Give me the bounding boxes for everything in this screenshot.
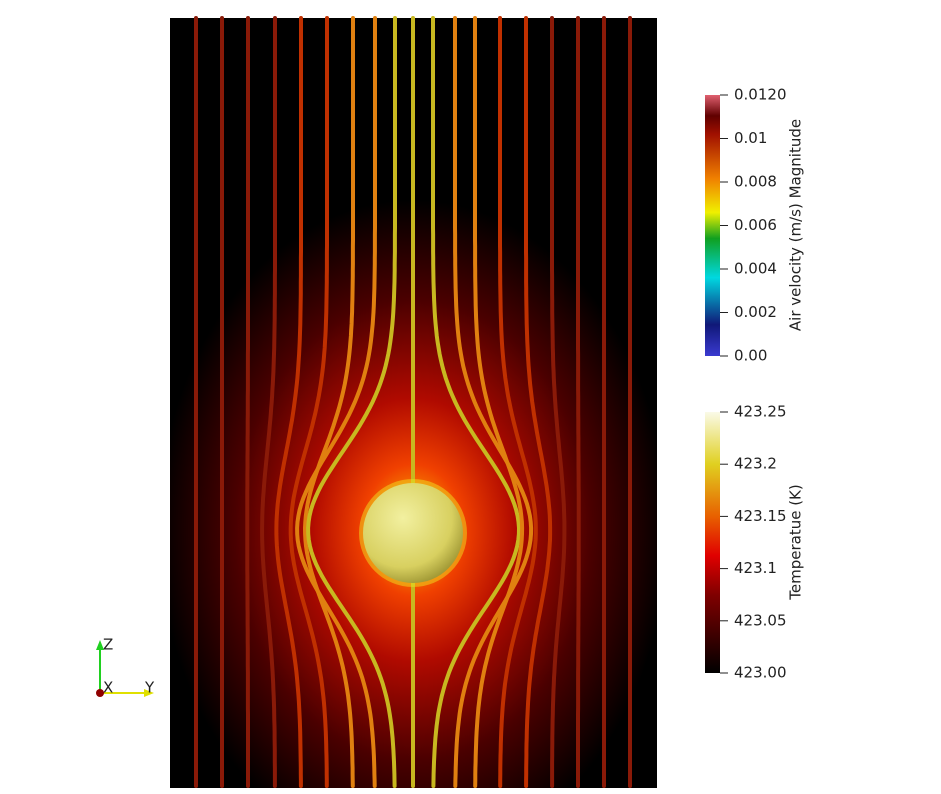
streamline (524, 16, 553, 788)
streamline (550, 16, 567, 788)
streamline (576, 16, 581, 788)
colorbar-tick-label: 0.0120 (734, 86, 787, 104)
streamlines (194, 16, 632, 788)
colorbar-tick-label: 423.1 (734, 559, 777, 577)
colorbar-tick-label: 423.00 (734, 664, 787, 682)
streamline (431, 16, 522, 788)
axis-label: X (103, 679, 113, 697)
temperature-colorbar (705, 412, 720, 673)
colorbar-tick-label: 0.00 (734, 347, 767, 365)
colorbar-tick-label: 0.006 (734, 216, 777, 234)
streamline (498, 16, 538, 788)
streamline (245, 16, 250, 788)
colorbar-title: Air velocity (m/s) Magnitude (787, 119, 805, 331)
axis-label: Z (103, 636, 113, 654)
axes-triad: Z X Y (96, 636, 155, 697)
colorbar-tick-label: 0.008 (734, 173, 777, 191)
colorbar-tick-label: 423.05 (734, 611, 787, 629)
colorbar-tick-label: 0.002 (734, 303, 777, 321)
colorbar-tick-label: 423.15 (734, 507, 787, 525)
streamline (473, 16, 525, 788)
streamline (274, 16, 303, 788)
render-view (170, 16, 657, 788)
sphere (363, 483, 463, 583)
axis-label: Y (144, 679, 155, 697)
z-arrow (96, 640, 104, 650)
streamline (260, 16, 277, 788)
colorbar-tick-label: 0.004 (734, 260, 777, 278)
streamline (295, 16, 377, 788)
colorbar-tick-label: 423.2 (734, 455, 777, 473)
streamline (302, 16, 355, 788)
colorbar-title: Temperatue (K) (787, 484, 805, 601)
streamline (288, 16, 329, 788)
velocity-colorbar (705, 95, 720, 356)
colorbar-tick-label: 0.01 (734, 129, 767, 147)
colorbar-tick-label: 423.25 (734, 403, 787, 421)
streamline (453, 16, 534, 788)
y-arrow (144, 689, 154, 697)
x-axis (96, 689, 104, 697)
streamline (306, 16, 397, 788)
